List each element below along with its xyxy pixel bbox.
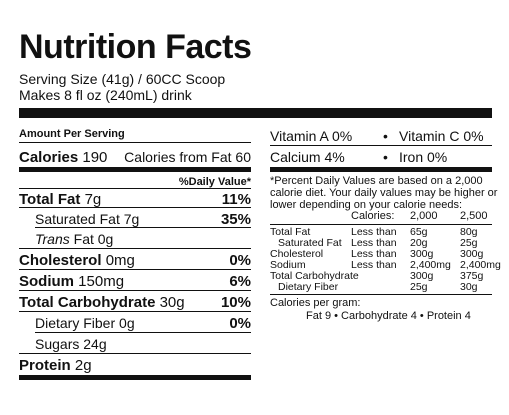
dv-row-v2: 375g <box>460 270 484 282</box>
calories-2500: 2,500 <box>460 210 488 222</box>
calories-2000: 2,000 <box>410 210 438 222</box>
medium-divider <box>270 167 492 172</box>
nutrient-row-saturated-fat: Saturated Fat 7g <box>35 212 139 226</box>
nutrient-name: Sodium <box>19 273 74 290</box>
dv-row-name: Total Carbohydrate <box>270 270 359 282</box>
divider <box>19 248 251 249</box>
dv-row-v2: 300g <box>460 248 484 260</box>
vitamin-a: Vitamin A 0% <box>270 128 353 144</box>
calories-per-gram-detail: Fat 9 • Carbohydrate 4 • Protein 4 <box>306 310 471 322</box>
nutrient-name-italic: Trans <box>35 231 70 247</box>
calories-label: Calories 190 <box>19 150 107 165</box>
nutrient-amount: 7g <box>123 211 140 227</box>
amount-per-serving: Amount Per Serving <box>19 128 125 140</box>
calcium: Calcium 4% <box>270 149 345 165</box>
footnote-line-3: lower depending on your calorie needs: <box>270 199 463 211</box>
bullet: • <box>383 149 388 165</box>
dv-row-cmp: Less than <box>351 259 397 271</box>
nutrient-amount: 0g <box>119 315 135 331</box>
nutrient-row-protein: Protein 2g <box>19 358 92 373</box>
medium-divider <box>19 167 251 172</box>
serving-size: Serving Size (41g) / 60CC Scoop <box>19 71 226 87</box>
nutrient-dv: 0% <box>229 252 251 269</box>
nutrient-row-trans-fat: Trans Fat 0g <box>35 232 113 246</box>
divider <box>270 294 492 295</box>
nutrient-dv: 6% <box>229 273 251 290</box>
nutrient-amount: 30g <box>159 294 185 311</box>
divider <box>19 290 251 291</box>
divider <box>19 142 251 143</box>
dv-row-v2: 80g <box>460 226 478 238</box>
dv-row-v1: 300g <box>410 248 434 260</box>
nutrient-name: Total Fat <box>19 191 81 208</box>
nutrient-amount: 0mg <box>105 252 135 269</box>
makes-drink: Makes 8 fl oz (240mL) drink <box>19 87 192 103</box>
dv-row-v2: 30g <box>460 281 478 293</box>
dv-row-v1: 2,400mg <box>410 259 451 271</box>
divider <box>19 188 251 189</box>
nutrient-amount: 0g <box>97 231 114 247</box>
bottom-divider <box>19 375 251 380</box>
footnote-line-1: *Percent Daily Values are based on a 2,0… <box>270 175 483 187</box>
dv-row-v2: 25g <box>460 237 478 249</box>
thick-divider <box>19 108 492 118</box>
dv-row-name: Total Fat <box>270 226 311 238</box>
divider <box>270 145 492 146</box>
dv-row-v1: 300g <box>410 270 434 282</box>
dv-row-name: Sodium <box>270 259 306 271</box>
nutrient-dv: 0% <box>229 315 251 332</box>
footnote-line-2: calorie diet. Your daily values may be h… <box>270 187 498 199</box>
dv-row-v1: 65g <box>410 226 428 238</box>
nutrient-row-sodium: Sodium 150mg <box>19 274 124 289</box>
nutrient-dv: 10% <box>220 294 251 311</box>
dv-row-cmp: Less than <box>351 248 397 260</box>
dv-row-name: Dietary Fiber <box>278 281 339 293</box>
nutrient-amount: 24g <box>83 336 107 352</box>
divider <box>19 311 251 312</box>
nutrient-amount: 7g <box>84 191 102 208</box>
label-title: Nutrition Facts <box>19 28 252 66</box>
nutrient-dv: 11% <box>221 191 251 208</box>
bullet: • <box>383 128 388 144</box>
nutrient-name: Fat <box>73 231 94 247</box>
vitamin-c: Vitamin C 0% <box>399 128 484 144</box>
divider <box>270 224 492 225</box>
divider <box>35 227 251 228</box>
dv-row-v1: 25g <box>410 281 428 293</box>
nutrient-dv: 35% <box>220 211 251 228</box>
nutrient-amount: 2g <box>74 357 92 374</box>
dv-row-cmp: Less than <box>351 237 397 249</box>
nutrient-row-dietary-fiber: Dietary Fiber 0g <box>35 316 135 330</box>
daily-value-header: %Daily Value* <box>178 176 251 188</box>
calories-from-fat: Calories from Fat 60 <box>124 149 251 165</box>
nutrient-amount: 150mg <box>78 273 125 290</box>
iron: Iron 0% <box>399 149 448 165</box>
dv-row-name: Cholesterol <box>270 248 324 260</box>
nutrient-name: Total Carbohydrate <box>19 294 156 311</box>
nutrient-row-sugars: Sugars 24g <box>35 337 107 351</box>
nutrient-name: Saturated Fat <box>35 211 120 227</box>
dv-row-v2: 2,400mg <box>460 259 501 271</box>
calories-per-gram: Calories per gram: <box>270 297 361 309</box>
calories-word: Calories <box>19 149 79 166</box>
nutrient-name: Dietary Fiber <box>35 315 116 331</box>
dv-row-name: Saturated Fat <box>278 237 342 249</box>
nutrient-name: Sugars <box>35 336 80 352</box>
divider <box>19 269 251 270</box>
dv-row-v1: 20g <box>410 237 428 249</box>
divider <box>35 332 251 333</box>
divider <box>19 353 251 354</box>
nutrient-row-total-carbohydrate: Total Carbohydrate 30g <box>19 295 185 310</box>
calories-heading: Calories: <box>351 210 395 222</box>
nutrient-name: Protein <box>19 357 71 374</box>
nutrient-row-cholesterol: Cholesterol 0mg <box>19 253 135 268</box>
nutrient-name: Cholesterol <box>19 252 102 269</box>
nutrient-row-total-fat: Total Fat 7g <box>19 192 101 207</box>
dv-row-cmp: Less than <box>351 226 397 238</box>
divider <box>19 207 251 208</box>
calories-value: 190 <box>82 149 108 166</box>
